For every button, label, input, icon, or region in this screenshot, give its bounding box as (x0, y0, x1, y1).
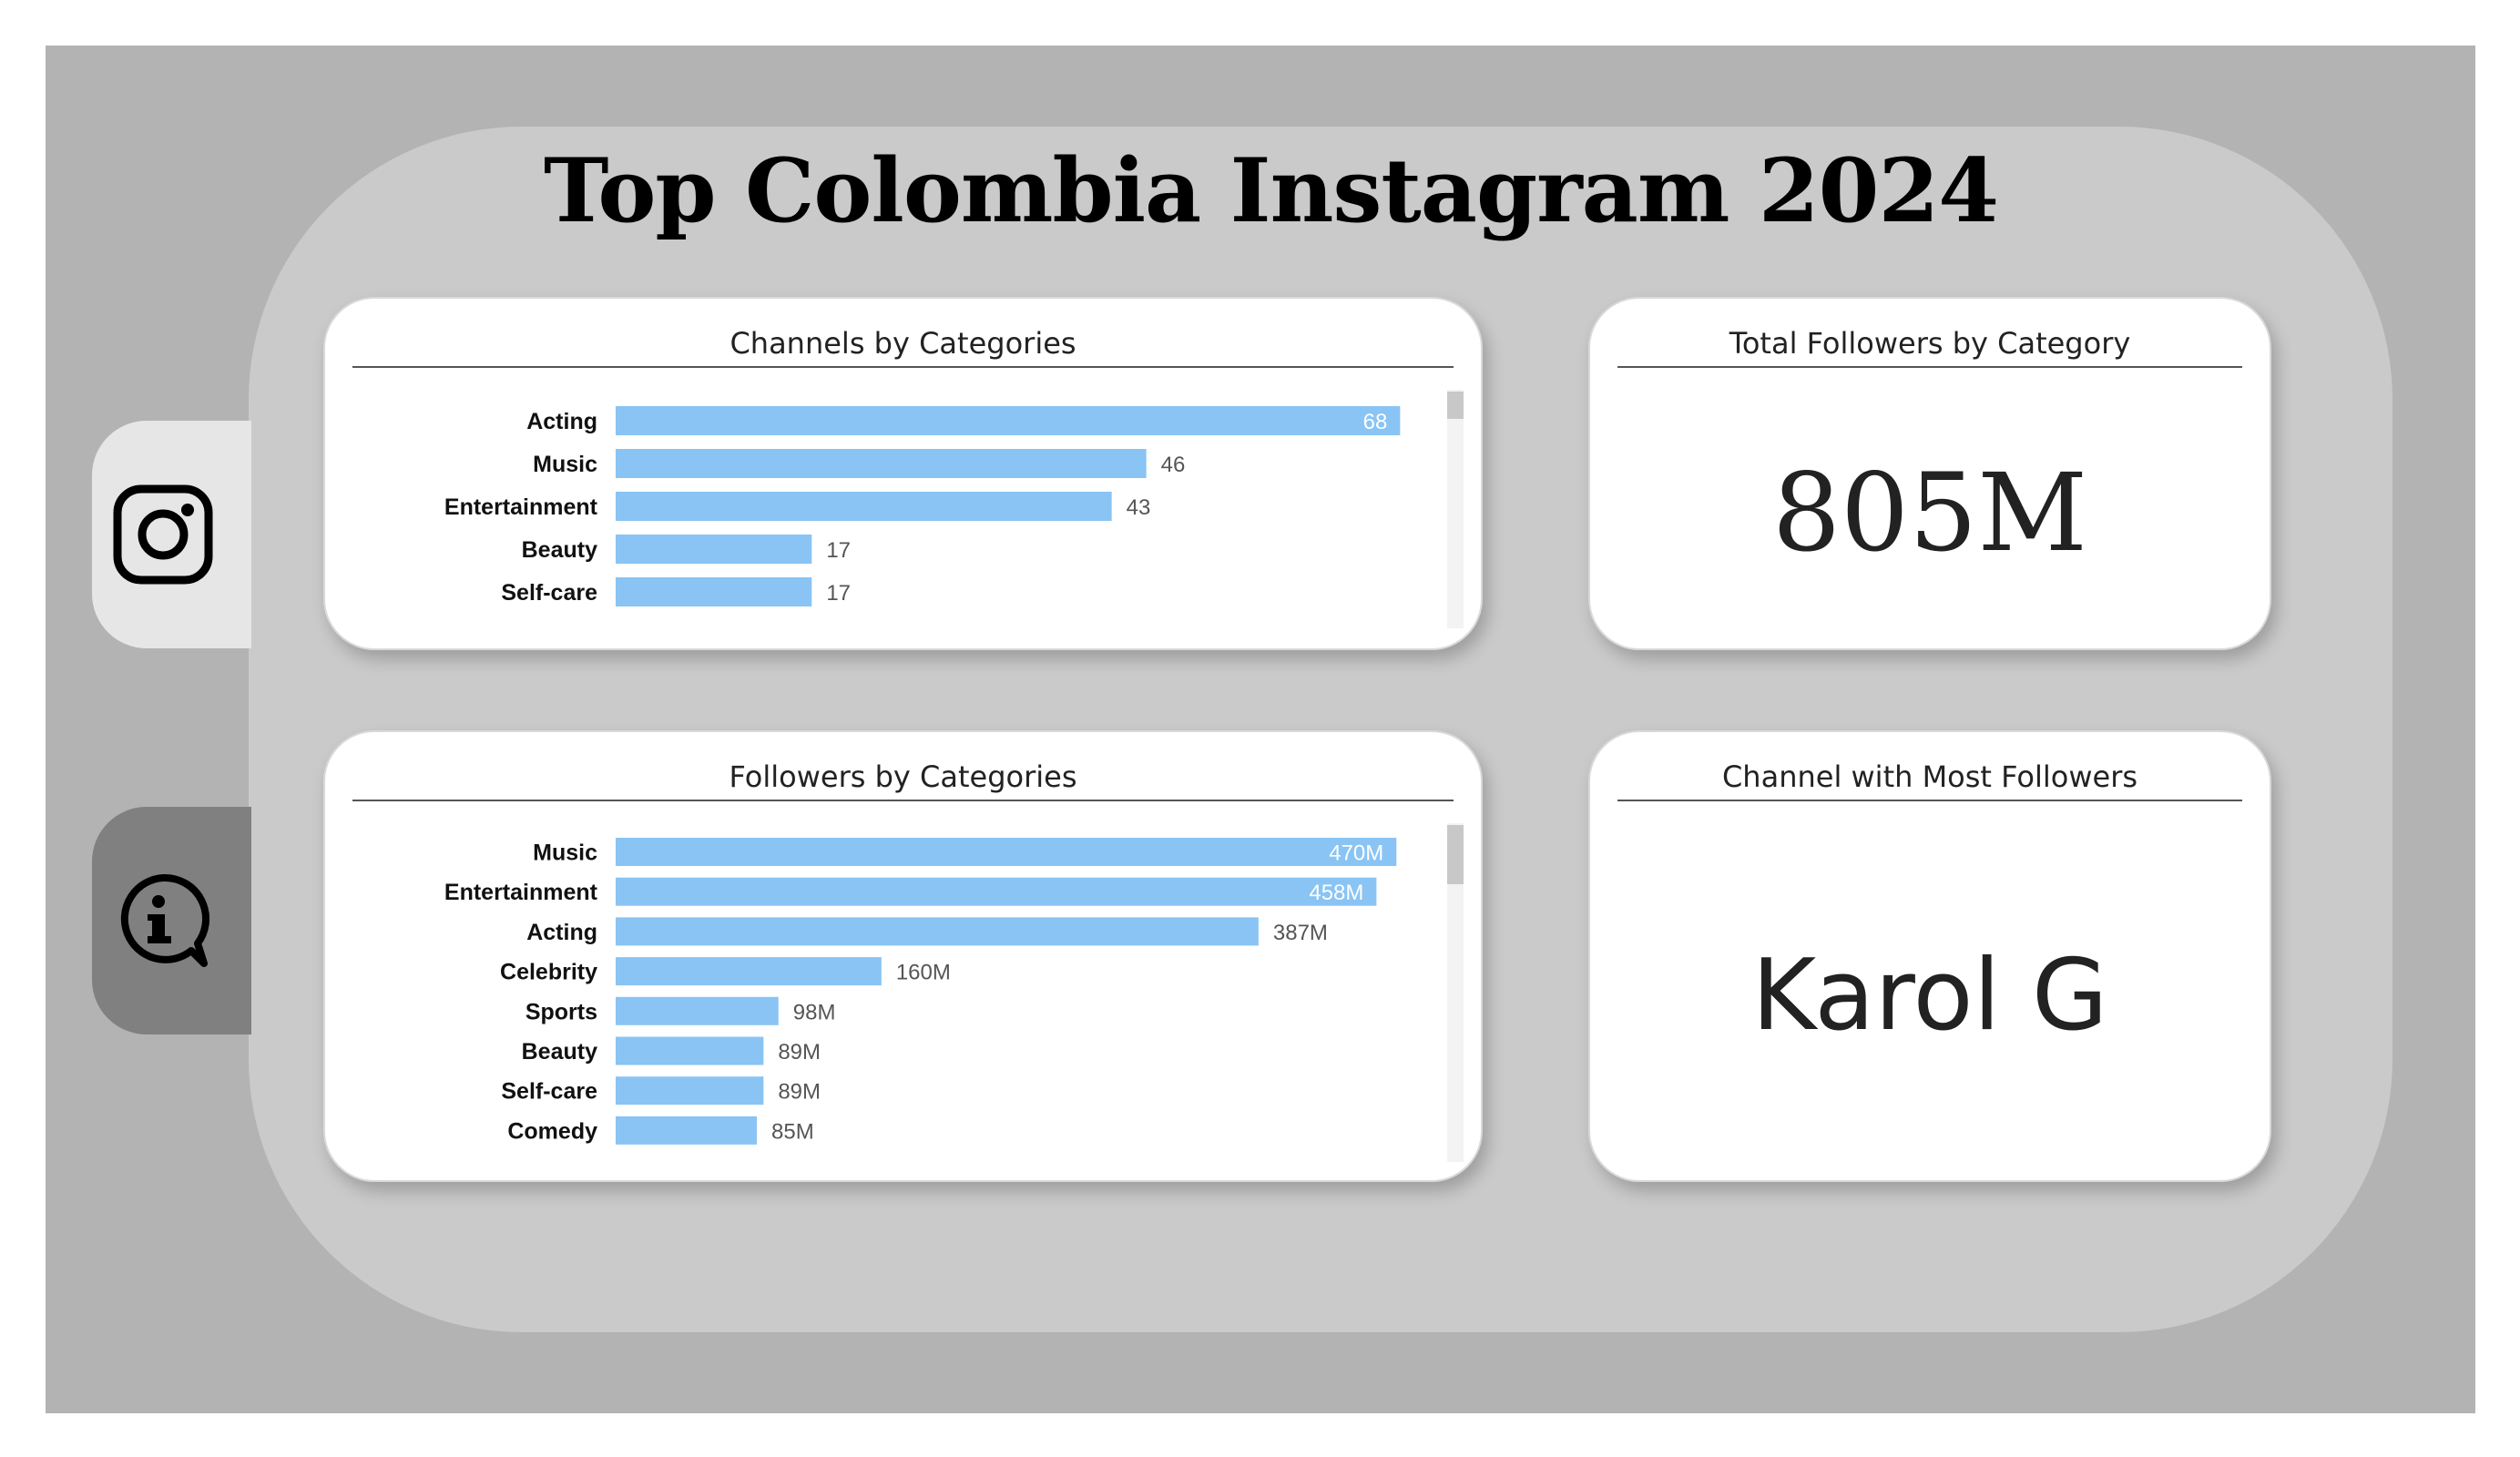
followers-bar-chart: Music 470M Entertainment 458M Acting 387M Cele… (444, 838, 1397, 1145)
data-label: 43 (1127, 495, 1151, 520)
category-label: Music (533, 841, 597, 866)
card-title: Channel with Most Followers (1617, 754, 2242, 801)
category-label: Beauty (522, 1039, 597, 1065)
bar-acting[interactable] (616, 406, 1401, 435)
bar-celebrity[interactable] (616, 957, 882, 986)
category-label: Music (533, 452, 597, 477)
scrollbar-thumb[interactable] (1447, 825, 1464, 884)
data-label: 85M (771, 1119, 814, 1144)
total-followers-card: Total Followers by Category 805M (1588, 297, 2271, 650)
bar-acting[interactable] (616, 917, 1259, 946)
data-label: 17 (826, 581, 851, 606)
category-label: Acting (526, 409, 597, 434)
category-label: Entertainment (444, 880, 598, 905)
bar-beauty[interactable] (616, 1036, 764, 1065)
data-label: 17 (826, 538, 851, 563)
data-label: 470M (1329, 841, 1383, 866)
category-label: Comedy (507, 1118, 597, 1144)
category-label: Entertainment (444, 494, 598, 520)
channels-bar-chart: Acting 68 Music 46 Entertainment 43 Beauty 17 Se… (444, 406, 1401, 606)
category-label: Self-care (501, 580, 597, 606)
data-label: 387M (1273, 921, 1328, 945)
bar-music[interactable] (616, 838, 1397, 866)
info-icon (120, 873, 209, 967)
card-title: Total Followers by Category (1617, 321, 2242, 368)
channels-by-categories-card: Channels by Categories Acting 68 Music 46 En… (323, 297, 1483, 650)
category-label: Celebrity (500, 960, 597, 985)
bar-entertainment[interactable] (616, 877, 1377, 906)
chart-scrollbar[interactable] (1447, 823, 1464, 1162)
data-label: 458M (1309, 881, 1363, 905)
bar-self-care[interactable] (616, 577, 812, 606)
card-title: Followers by Categories (352, 754, 1454, 801)
category-label: Self-care (501, 1079, 597, 1105)
data-label: 160M (896, 961, 951, 985)
instagram-icon (113, 484, 212, 585)
data-label: 46 (1161, 453, 1186, 477)
chart-scrollbar[interactable] (1447, 390, 1464, 628)
page-title: Top Colombia Instagram 2024 (543, 139, 1999, 242)
bar-music[interactable] (616, 449, 1147, 478)
total-followers-value: 805M (1771, 450, 2088, 576)
category-label: Sports (525, 999, 597, 1024)
bar-entertainment[interactable] (616, 492, 1112, 521)
top-channel-value: Karol G (1751, 939, 2108, 1053)
top-channel-card: Channel with Most Followers Karol G (1588, 730, 2271, 1182)
bar-beauty[interactable] (616, 535, 812, 564)
card-title: Channels by Categories (352, 321, 1454, 368)
bar-sports[interactable] (616, 996, 779, 1025)
followers-by-categories-card: Followers by Categories Music 470M Enterta… (323, 730, 1483, 1182)
data-label: 68 (1363, 410, 1388, 434)
data-label: 98M (793, 1000, 836, 1024)
category-label: Beauty (522, 537, 597, 563)
bar-self-care[interactable] (616, 1076, 764, 1105)
nav-tab-instagram[interactable] (92, 421, 251, 648)
data-label: 89M (778, 1080, 821, 1105)
nav-tab-info[interactable] (92, 807, 251, 1034)
category-label: Acting (526, 920, 597, 945)
bar-comedy[interactable] (616, 1116, 758, 1145)
scrollbar-thumb[interactable] (1447, 392, 1464, 419)
data-label: 89M (778, 1040, 821, 1065)
